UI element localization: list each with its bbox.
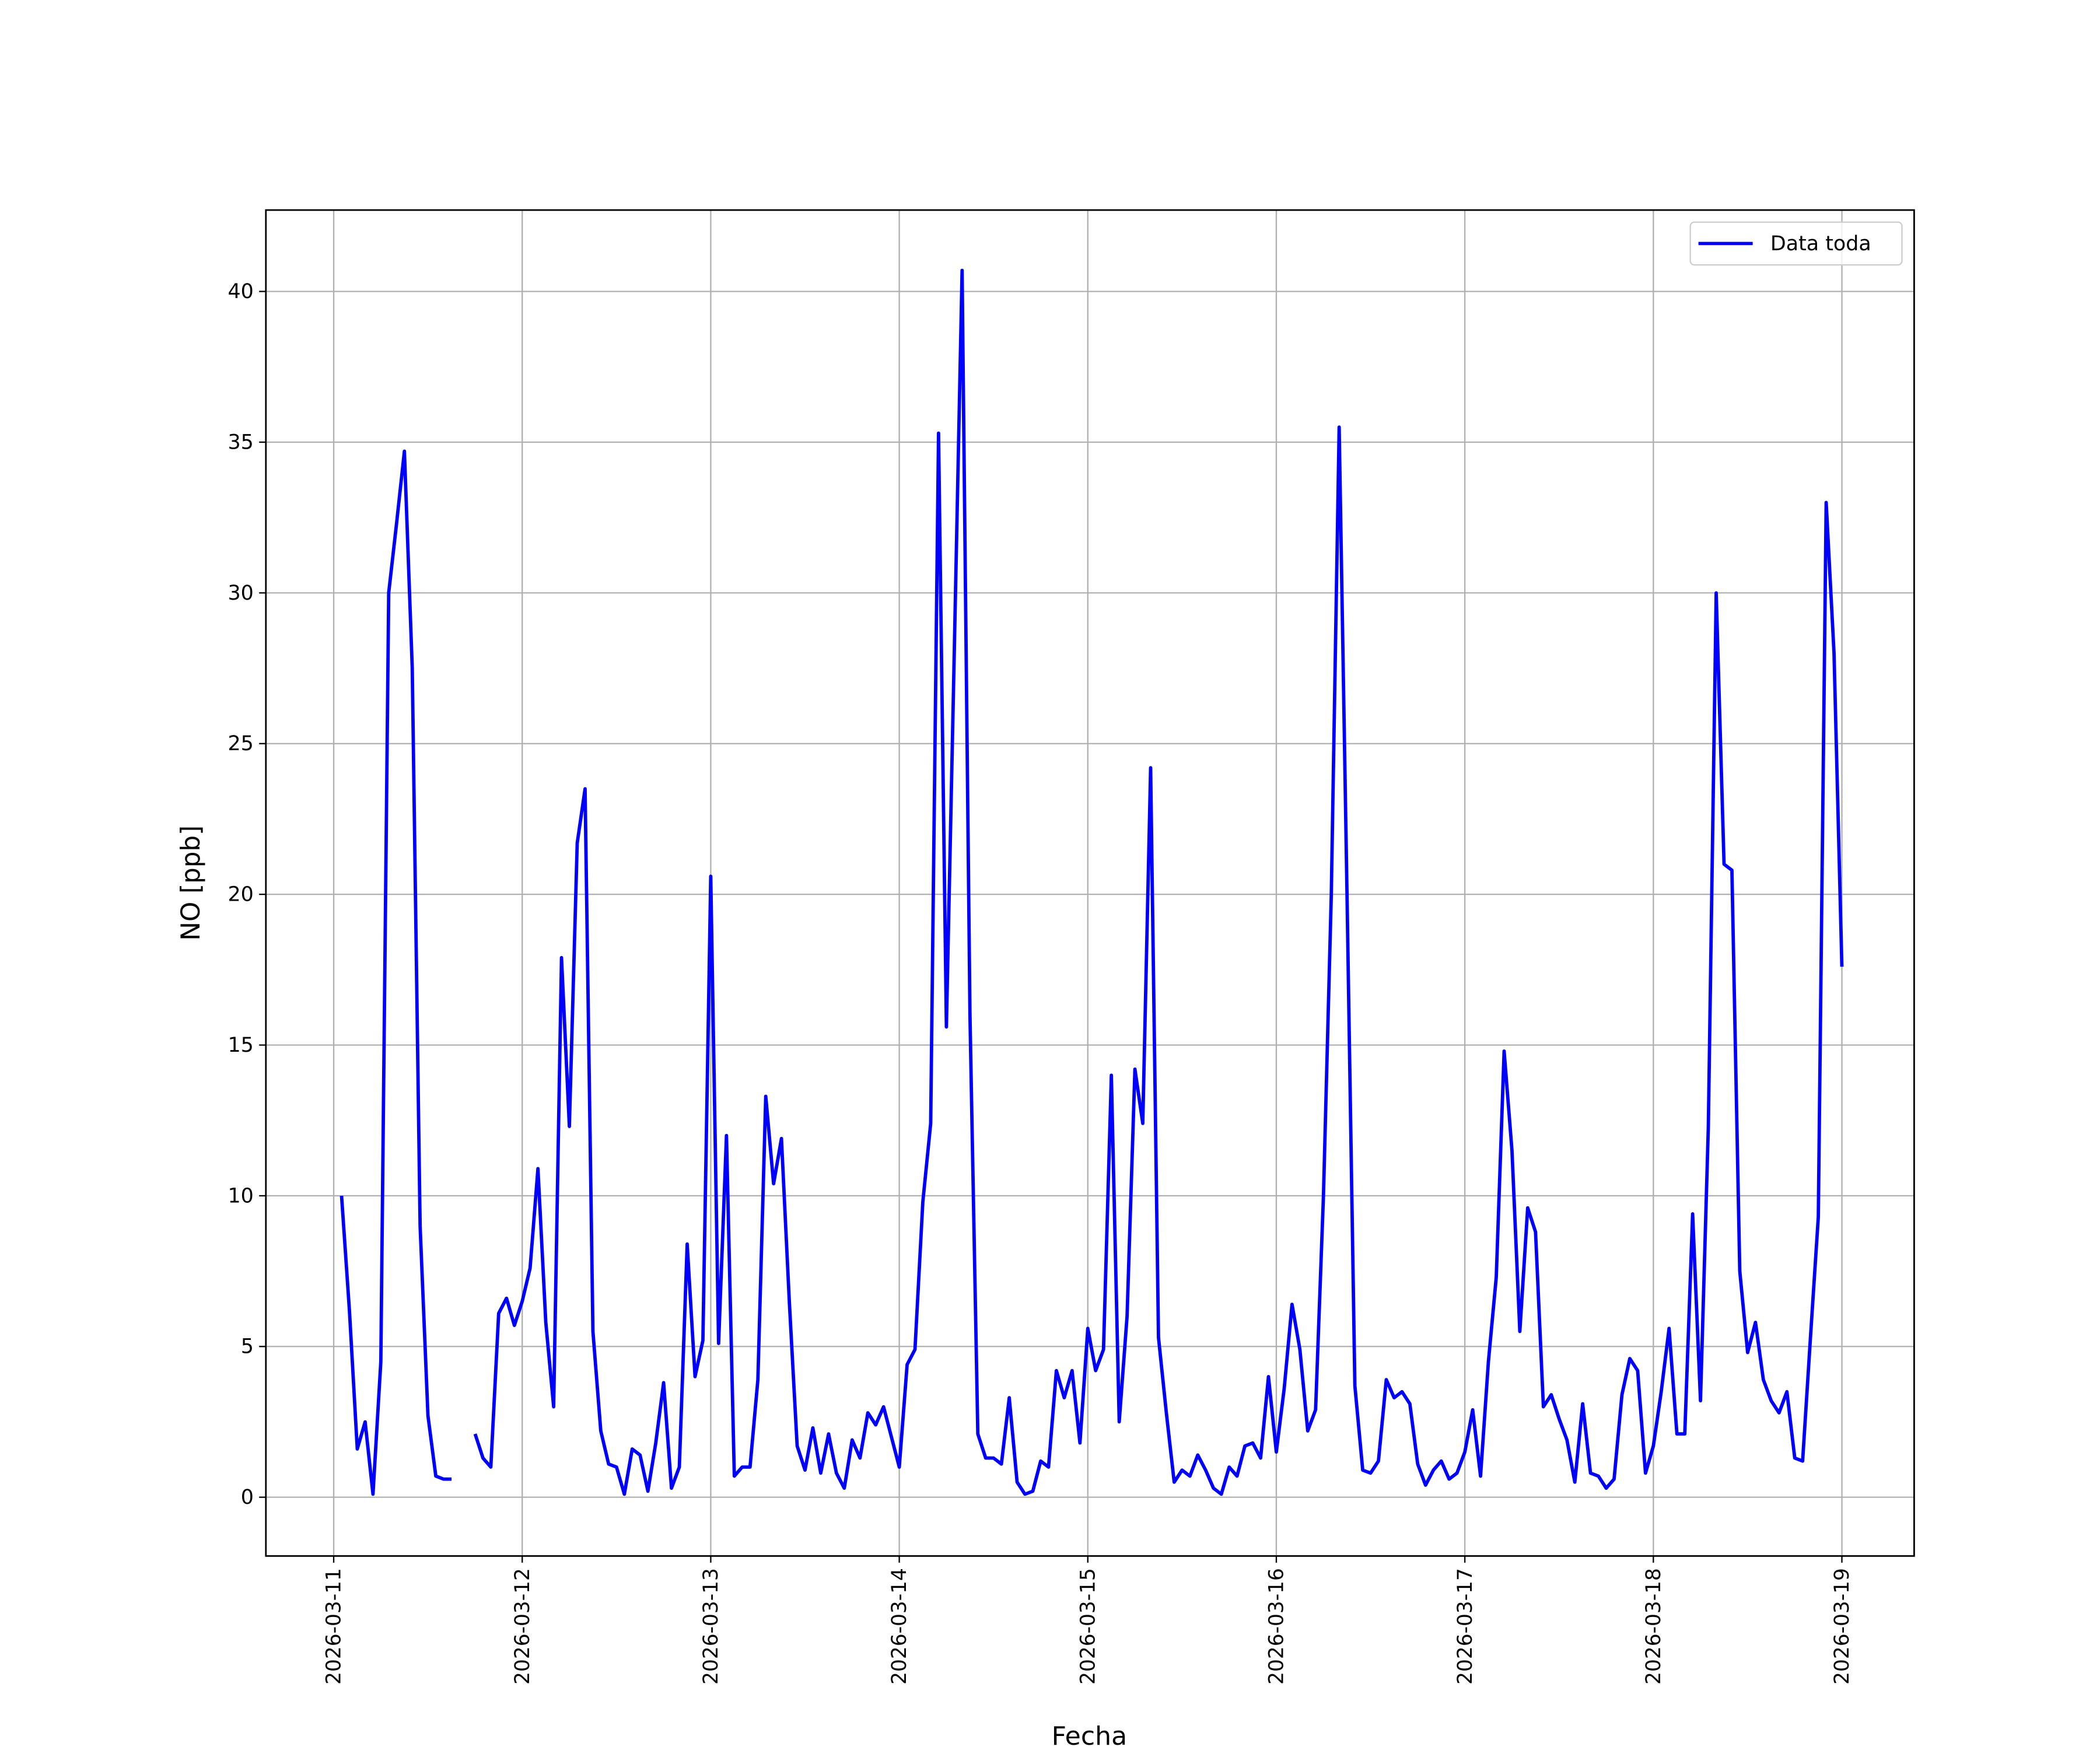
x-tick-label: 2026-03-17 xyxy=(1454,1568,1477,1685)
y-tick-label: 15 xyxy=(228,1034,254,1057)
y-tick-label: 5 xyxy=(241,1335,254,1359)
x-tick-label: 2026-03-14 xyxy=(888,1568,911,1685)
x-axis-label: Fecha xyxy=(1052,1721,1128,1750)
x-tick-label: 2026-03-11 xyxy=(322,1568,345,1685)
plot-frame xyxy=(265,209,1915,1557)
x-tick-label: 2026-03-12 xyxy=(511,1568,534,1685)
y-axis-label: NO [ppb] xyxy=(176,825,206,941)
x-tick-label: 2026-03-18 xyxy=(1642,1568,1665,1685)
y-tick-label: 35 xyxy=(228,431,254,454)
legend-box xyxy=(1689,221,1903,266)
x-tick-label: 2026-03-16 xyxy=(1265,1568,1288,1685)
y-tick-label: 25 xyxy=(228,732,254,755)
y-tick-label: 0 xyxy=(241,1486,254,1509)
x-tick-label: 2026-03-19 xyxy=(1831,1568,1854,1685)
legend-label: Data toda xyxy=(1770,232,1871,256)
y-tick-label: 20 xyxy=(228,883,254,907)
y-tick-label: 30 xyxy=(228,582,254,605)
y-tick-label: 10 xyxy=(228,1185,254,1208)
data-line xyxy=(340,268,1844,1496)
y-tick-label: 40 xyxy=(228,280,254,303)
x-tick-label: 2026-03-13 xyxy=(699,1568,723,1685)
x-tick-label: 2026-03-15 xyxy=(1076,1568,1100,1685)
